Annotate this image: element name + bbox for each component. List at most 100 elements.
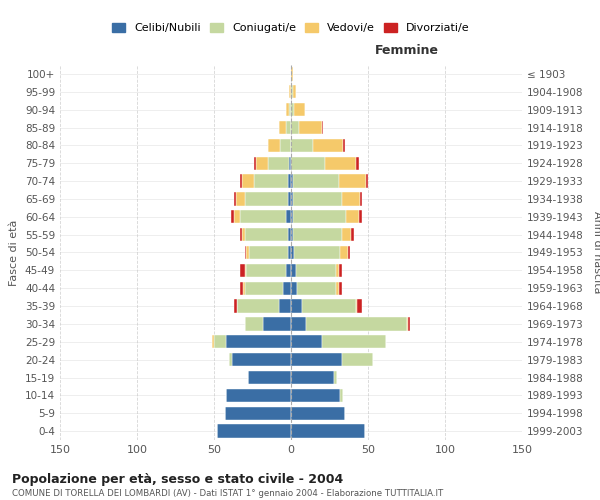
Bar (291, 192, 293, 205)
Bar (293, 174, 339, 188)
Bar (313, 138, 343, 152)
Bar (291, 264, 296, 277)
Bar (242, 228, 245, 241)
Bar (212, 335, 214, 348)
Bar (225, 406, 291, 420)
Bar (286, 103, 289, 117)
Bar (342, 353, 373, 366)
Bar (291, 282, 297, 295)
Text: Femmine: Femmine (374, 44, 439, 58)
Bar (339, 174, 367, 188)
Bar (240, 210, 286, 224)
Bar (291, 317, 307, 330)
Bar (291, 138, 313, 152)
Y-axis label: Fasce di età: Fasce di età (10, 220, 19, 286)
Bar (297, 282, 335, 295)
Bar (291, 300, 302, 313)
Bar (278, 300, 291, 313)
Bar (268, 156, 289, 170)
Bar (291, 424, 365, 438)
Bar (247, 246, 250, 259)
Bar (367, 174, 368, 188)
Bar (339, 264, 342, 277)
Bar (291, 228, 293, 241)
Bar (236, 192, 245, 205)
Bar (288, 192, 291, 205)
Bar (245, 246, 247, 259)
Bar (243, 282, 245, 295)
Bar (294, 103, 305, 117)
Bar (299, 121, 322, 134)
Bar (357, 300, 362, 313)
Bar (335, 264, 339, 277)
Bar (294, 246, 340, 259)
Bar (288, 174, 291, 188)
Bar (231, 210, 234, 224)
Bar (291, 246, 294, 259)
Bar (351, 228, 354, 241)
Bar (325, 156, 356, 170)
Bar (291, 156, 325, 170)
Bar (291, 388, 340, 402)
Bar (293, 210, 346, 224)
Bar (286, 121, 291, 134)
Bar (256, 156, 268, 170)
Bar (407, 317, 408, 330)
Bar (280, 138, 291, 152)
Bar (291, 103, 294, 117)
Bar (268, 138, 280, 152)
Bar (283, 282, 291, 295)
Bar (408, 317, 410, 330)
Bar (346, 210, 359, 224)
Bar (348, 246, 350, 259)
Bar (245, 264, 247, 277)
Bar (234, 300, 237, 313)
Bar (286, 210, 291, 224)
Bar (322, 121, 323, 134)
Bar (293, 85, 296, 98)
Bar (240, 264, 245, 277)
Bar (263, 317, 291, 330)
Bar (286, 264, 291, 277)
Bar (247, 264, 286, 277)
Bar (339, 282, 342, 295)
Bar (245, 282, 283, 295)
Bar (278, 121, 286, 134)
Bar (250, 246, 288, 259)
Text: Popolazione per età, sesso e stato civile - 2004: Popolazione per età, sesso e stato civil… (12, 472, 343, 486)
Bar (356, 300, 357, 313)
Bar (342, 228, 351, 241)
Bar (217, 424, 291, 438)
Bar (254, 174, 288, 188)
Bar (289, 156, 291, 170)
Bar (340, 388, 343, 402)
Bar (229, 353, 232, 366)
Bar (289, 85, 291, 98)
Bar (356, 156, 359, 170)
Bar (291, 406, 345, 420)
Bar (254, 156, 256, 170)
Bar (248, 371, 291, 384)
Bar (360, 192, 362, 205)
Bar (240, 282, 243, 295)
Bar (232, 353, 291, 366)
Bar (237, 300, 278, 313)
Bar (291, 67, 293, 80)
Bar (289, 103, 291, 117)
Bar (291, 353, 342, 366)
Bar (245, 317, 263, 330)
Bar (296, 264, 335, 277)
Bar (342, 192, 360, 205)
Bar (240, 228, 242, 241)
Bar (322, 335, 386, 348)
Bar (335, 282, 339, 295)
Bar (307, 317, 407, 330)
Bar (334, 371, 337, 384)
Bar (302, 300, 356, 313)
Bar (291, 335, 322, 348)
Bar (359, 210, 362, 224)
Legend: Celibi/Nubili, Coniugati/e, Vedovi/e, Divorziati/e: Celibi/Nubili, Coniugati/e, Vedovi/e, Di… (108, 18, 474, 38)
Bar (226, 388, 291, 402)
Bar (288, 228, 291, 241)
Bar (245, 228, 288, 241)
